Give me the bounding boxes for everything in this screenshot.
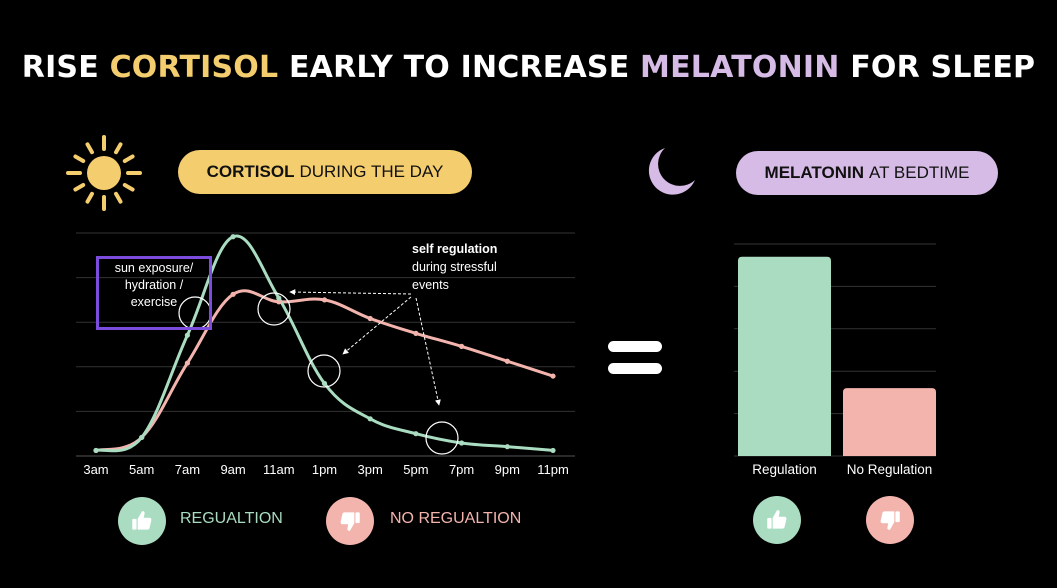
x-tick-label: 1pm	[311, 462, 338, 477]
line-point-regulation	[413, 431, 419, 437]
title-part-2: EARLY TO INCREASE	[278, 50, 641, 85]
sun-icon	[66, 135, 142, 211]
line-point-regulation	[230, 234, 236, 240]
sun-ray	[73, 183, 86, 192]
x-tick-label: 11am	[263, 462, 295, 477]
annotation-circle-4	[425, 421, 459, 455]
x-tick-label: 5pm	[403, 462, 429, 477]
line-series-regulation	[94, 234, 555, 453]
annotation-box-line: exercise	[130, 295, 178, 309]
self-regulation-title: self regulation	[412, 242, 498, 256]
sun-ray	[114, 142, 123, 155]
annotation-arrow-1	[289, 289, 412, 296]
sun-ray	[85, 191, 94, 204]
line-point-regulation	[459, 440, 465, 446]
x-tick-label: 7pm	[448, 462, 475, 477]
equals-sign	[608, 341, 662, 385]
annotation-circle-2	[257, 292, 291, 326]
x-tick-label: 9pm	[494, 462, 520, 477]
cortisol-pill: CORTISOL DURING THE DAY	[178, 150, 472, 194]
x-tick-label: 3am	[83, 462, 109, 477]
line-point-no-regulation	[367, 315, 373, 322]
sun-ray	[122, 183, 135, 192]
legend-no-regulation: NO REGUALTION	[390, 510, 522, 527]
page-title: RISE CORTISOL EARLY TO INCREASE MELATONI…	[0, 50, 1057, 85]
bar-category-label: No Regulation	[846, 462, 933, 477]
x-tick-label: 9am	[220, 462, 246, 477]
thumbs-up-icon	[118, 497, 166, 545]
annotation-box-line: sun exposure/	[114, 261, 194, 275]
annotation-circle-3	[307, 354, 341, 388]
line-point-no-regulation	[276, 299, 282, 305]
line-point-regulation	[550, 447, 556, 454]
thumbs-up-icon	[753, 496, 801, 544]
line-point-no-regulation	[504, 358, 510, 364]
bar-regulation	[738, 256, 831, 456]
x-tick-label: 3pm	[357, 462, 383, 477]
title-part-1: RISE	[21, 50, 110, 85]
thumbs-down-icon	[326, 497, 374, 545]
legend-regulation: REGUALTION	[180, 510, 283, 527]
line-point-regulation	[276, 295, 282, 301]
annotation-box: sun exposure/ hydration / exercise	[96, 256, 212, 330]
title-part-3: FOR SLEEP	[839, 50, 1036, 85]
thumbs-down-icon	[866, 496, 914, 544]
line-point-regulation	[504, 444, 510, 450]
line-point-regulation	[321, 380, 328, 387]
x-tick-label: 5am	[129, 462, 155, 477]
self-regulation-annotation: self regulation during stressful events	[412, 240, 497, 294]
line-point-no-regulation	[459, 343, 465, 349]
melatonin-pill-text: AT BEDTIME	[869, 163, 970, 182]
title-highlight-melatonin: MELATONIN	[640, 50, 840, 85]
line-point-no-regulation	[321, 297, 328, 303]
sun-ray	[85, 142, 94, 155]
line-point-no-regulation	[550, 373, 556, 379]
self-regulation-line: during stressful	[412, 260, 497, 274]
cortisol-pill-text: DURING THE DAY	[299, 162, 444, 181]
line-point-no-regulation	[413, 330, 419, 336]
annotation-box-line: hydration /	[124, 278, 184, 292]
line-point-no-regulation	[230, 291, 236, 297]
sun-ray	[122, 154, 135, 163]
moon-icon	[648, 148, 695, 195]
title-highlight-cortisol: CORTISOL	[109, 50, 279, 85]
x-tick-label: 11pm	[537, 462, 569, 477]
line-point-regulation	[184, 332, 190, 338]
line-point-regulation	[367, 416, 373, 422]
annotation-arrow-2	[342, 296, 412, 355]
sun-ray	[114, 191, 123, 204]
line-point-no-regulation	[184, 360, 190, 366]
x-tick-label: 7am	[174, 462, 201, 477]
bar-no-regulation	[843, 388, 936, 456]
self-regulation-line: events	[412, 278, 449, 292]
bar-category-label: Regulation	[752, 462, 817, 477]
annotation-arrow-3	[415, 297, 441, 406]
melatonin-pill: MELATONIN AT BEDTIME	[736, 151, 998, 195]
line-point-regulation	[139, 434, 145, 441]
cortisol-pill-bold: CORTISOL	[206, 162, 295, 181]
melatonin-pill-bold: MELATONIN	[764, 163, 865, 182]
sun-ray	[73, 154, 86, 163]
line-series-no-regulation	[94, 289, 555, 452]
line-point-regulation	[93, 447, 99, 454]
